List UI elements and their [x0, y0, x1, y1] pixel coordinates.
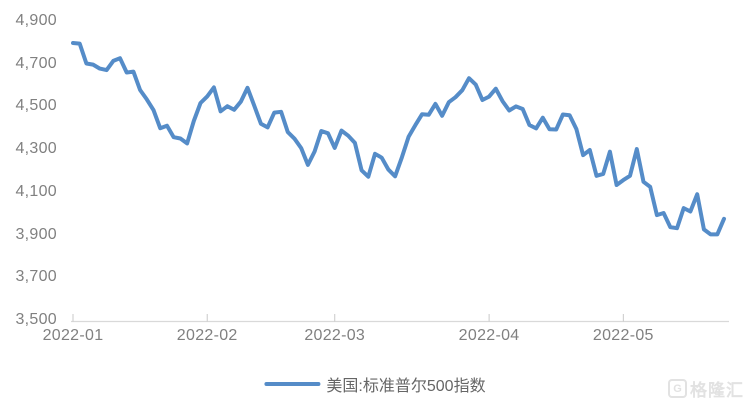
gelonghui-logo-icon: G — [668, 379, 687, 398]
x-axis-label: 2022-02 — [176, 327, 238, 344]
y-axis-label: 4,700 — [15, 54, 57, 72]
sp500-series-line — [71, 41, 726, 237]
y-axis-label: 4,100 — [15, 182, 57, 200]
y-axis-label: 4,500 — [15, 97, 57, 115]
watermark-text: 格隆汇 — [690, 381, 744, 400]
legend-line-swatch — [264, 382, 321, 386]
y-axis-label: 4,900 — [15, 12, 57, 29]
legend-label: 美国:标准普尔500指数 — [326, 378, 486, 395]
y-axis-label: 3,900 — [15, 225, 57, 243]
gelonghui-watermark: G 格隆汇 — [668, 376, 744, 401]
x-axis-ticks — [72, 314, 624, 322]
y-axis-label: 3,500 — [15, 311, 57, 328]
x-axis-label: 2022-03 — [304, 327, 366, 344]
legend: 美国:标准普尔500指数 — [264, 372, 486, 396]
x-axis-label: 2022-01 — [42, 327, 104, 344]
y-axis-label: 4,300 — [15, 140, 57, 158]
x-axis-label: 2022-05 — [592, 327, 654, 344]
x-axis-label: 2022-04 — [458, 327, 520, 344]
y-axis-label: 3,700 — [15, 268, 57, 286]
